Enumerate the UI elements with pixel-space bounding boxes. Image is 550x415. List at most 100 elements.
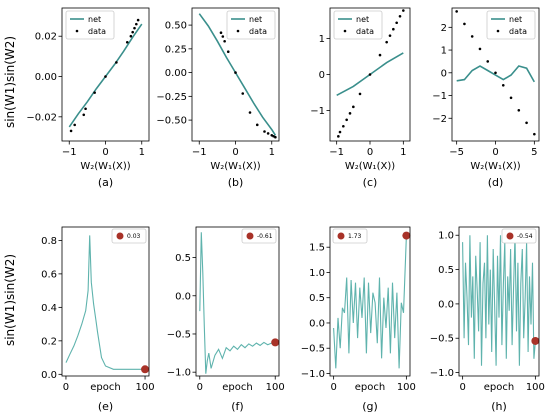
data-point	[463, 22, 466, 26]
data-point	[82, 113, 86, 117]
y-tick-label: −1.0	[167, 368, 191, 379]
subplot-7: 0 100 −1.0 −0.5 0.0 0.5 1.0 1.5 epoch (g) 1.73	[301, 226, 416, 413]
x-axis-label: W₂(W₁(X))	[80, 161, 130, 172]
x-axis-label: W₂(W₁(X))	[345, 161, 395, 172]
legend-data-swatch	[75, 29, 79, 33]
data-point	[69, 129, 73, 133]
data-point	[84, 107, 87, 111]
subplot-6: 0 100 −1.0 −0.5 0.0 0.5 epoch (f) -0.61	[167, 226, 285, 413]
subplot-1: −1 0 1 −0.02 0.00 0.02 W₂(W₁(X)) (a) net data	[26, 7, 150, 189]
x-tick-label: 0	[492, 147, 498, 158]
subplot-caption: (f)	[231, 400, 243, 413]
subplot-8: 0 100 −1.0 −0.5 0.0 0.5 1.0 epoch (h) -0.54	[430, 226, 545, 413]
data-point	[248, 111, 252, 114]
data-point	[385, 40, 388, 44]
legend: 0.03	[111, 228, 147, 244]
data-point	[378, 53, 382, 57]
subplot-caption: (c)	[363, 176, 378, 189]
x-axis-label: epoch	[355, 382, 385, 393]
data-point	[133, 26, 136, 30]
legend-box	[226, 10, 276, 40]
legend-data-swatch	[236, 29, 240, 33]
y-tick-label: 0.2	[41, 336, 57, 347]
data-point	[455, 10, 458, 13]
legend-marker	[116, 232, 124, 240]
y-tick-label: 0.0	[309, 318, 325, 329]
x-tick-label: 0	[232, 147, 238, 158]
legend-box	[332, 228, 368, 244]
data-point	[345, 118, 348, 122]
legend-final-value: 0.03	[127, 233, 141, 240]
legend-data-label: data	[356, 27, 374, 36]
epoch-line	[199, 232, 276, 374]
x-axis-label: epoch	[222, 382, 252, 393]
legend-data-swatch	[496, 29, 500, 33]
x-axis-label: W₂(W₁(X))	[210, 161, 260, 172]
y-tick-label: 0.0	[175, 291, 191, 302]
data-point	[486, 60, 490, 63]
data-point	[388, 34, 392, 37]
data-point	[398, 14, 402, 18]
legend: net data	[65, 10, 115, 40]
subplot-4: −5 0 5 −2 −1 0 1 2 W₂(W₁(X)) (d) net data	[432, 7, 540, 189]
x-tick-label: 100	[266, 382, 285, 393]
x-tick-label: 5	[531, 147, 537, 158]
x-tick-label: −1	[329, 147, 344, 158]
x-tick-label: 100	[135, 382, 154, 393]
y-tick-label: 0.02	[35, 32, 57, 43]
data-point	[226, 50, 230, 53]
data-point	[115, 61, 118, 64]
legend: net data	[333, 10, 383, 40]
data-point	[392, 27, 395, 31]
y-tick-label: −0.02	[26, 112, 57, 123]
legend-box	[501, 228, 537, 244]
subplot-caption: (e)	[98, 400, 113, 413]
data-point	[470, 35, 474, 38]
y-tick-label: 1	[319, 34, 325, 45]
data-point	[241, 92, 245, 95]
x-tick-label: 0	[367, 147, 373, 158]
subplot-caption: (a)	[98, 176, 113, 189]
data-point	[219, 31, 223, 34]
y-tick-label: 0.50	[165, 21, 187, 32]
x-tick-label: 0	[63, 382, 69, 393]
legend-marker	[506, 232, 514, 240]
y-tick-label: 0	[319, 70, 325, 81]
subplot-5: 0 100 0.0 0.2 0.4 0.6 0.8 epoch (e) 0.03	[41, 226, 155, 413]
x-tick-label: 100	[526, 382, 545, 393]
y-tick-label: −0.25	[156, 92, 187, 103]
y-tick-label: −1.0	[430, 368, 454, 379]
y-tick-label: 0	[441, 68, 447, 79]
x-axis-label: epoch	[90, 382, 120, 393]
y-tick-label: 0.00	[35, 72, 57, 83]
subplot-2: −1 0 1 −0.50 −0.25 0.00 0.25 0.50 W₂(W₁(X)) (b) ne…	[156, 7, 280, 189]
y-tick-label: −0.5	[430, 334, 454, 345]
legend-marker	[246, 232, 254, 240]
legend-box	[111, 228, 147, 244]
y-tick-label: 0.4	[41, 303, 57, 314]
y-tick-label: −1.0	[301, 369, 325, 380]
data-point	[234, 71, 237, 74]
x-tick-label: 1	[269, 147, 275, 158]
data-point	[221, 35, 225, 38]
y-tick-label: 0.5	[175, 253, 191, 264]
y-tick-label: 0.0	[41, 370, 57, 381]
data-point	[131, 30, 134, 34]
legend-data-label: data	[249, 27, 267, 36]
data-point	[342, 124, 345, 128]
legend: 1.73	[332, 228, 368, 244]
legend-data-label: data	[509, 27, 527, 36]
final-marker	[531, 336, 540, 345]
legend-net-label: net	[509, 15, 522, 24]
data-point	[274, 135, 277, 139]
y-tick-label: 0.5	[309, 293, 325, 304]
legend: net data	[486, 10, 536, 40]
y-tick-label: 1	[441, 46, 447, 57]
y-tick-label: −2	[432, 114, 447, 125]
data-point	[478, 47, 482, 51]
data-point	[402, 9, 405, 12]
data-point	[337, 135, 340, 138]
legend-box	[333, 10, 383, 40]
subplot-caption: (g)	[362, 400, 378, 413]
